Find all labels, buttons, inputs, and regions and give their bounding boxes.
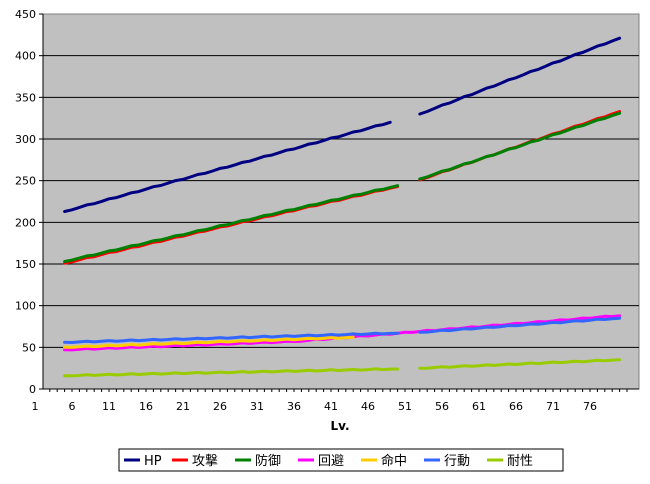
series-line-7 bbox=[63, 367, 400, 378]
y-tick-label: 100 bbox=[15, 300, 36, 313]
x-tick-label: 11 bbox=[102, 400, 116, 413]
x-tick-label: 21 bbox=[176, 400, 190, 413]
series-line-1 bbox=[418, 36, 622, 116]
legend-label: 防御 bbox=[255, 453, 281, 469]
x-tick-label: 61 bbox=[472, 400, 486, 413]
y-tick-label: 150 bbox=[15, 258, 36, 271]
series-line-7 bbox=[418, 358, 622, 370]
x-tick-label: 26 bbox=[213, 400, 227, 413]
series-line-3 bbox=[418, 111, 622, 181]
legend-label: 回避 bbox=[318, 454, 344, 469]
x-tick-label: 41 bbox=[324, 400, 338, 413]
x-tick-label: 56 bbox=[435, 400, 449, 413]
y-tick-label: 450 bbox=[15, 8, 36, 21]
y-axis: 0 50 100 150 200 250 300 350 400 450 bbox=[15, 8, 44, 396]
legend-label: 行動 bbox=[444, 454, 470, 469]
x-tick-label: 36 bbox=[287, 400, 301, 413]
y-tick-label: 0 bbox=[29, 383, 36, 396]
plot-area bbox=[42, 13, 640, 390]
x-axis: 1 6 11 16 21 26 31 36 41 46 51 56 61 66 71 76 bbox=[32, 388, 639, 413]
series-line-1 bbox=[63, 120, 392, 213]
x-tick-label: 46 bbox=[361, 400, 375, 413]
y-tick-label: 200 bbox=[15, 216, 36, 229]
y-tick-label: 400 bbox=[15, 50, 36, 63]
x-tick-label: 16 bbox=[139, 400, 153, 413]
series-lines bbox=[63, 36, 622, 378]
y-tick-label: 350 bbox=[15, 91, 36, 104]
series-line-4 bbox=[63, 339, 296, 352]
x-tick-label: 51 bbox=[398, 400, 412, 413]
series-line-5 bbox=[63, 335, 355, 349]
gridlines bbox=[43, 55, 639, 348]
legend: HP 攻撃 防御 回避 命中 行動 耐性 bbox=[118, 448, 564, 472]
legend-label: HP bbox=[144, 454, 162, 469]
y-tick-label: 250 bbox=[15, 175, 36, 188]
legend-label: 耐性 bbox=[507, 454, 533, 469]
series-line-3 bbox=[63, 184, 400, 263]
x-tick-label: 66 bbox=[509, 400, 523, 413]
x-axis-label: Lv. bbox=[330, 419, 349, 433]
y-tick-label: 50 bbox=[22, 341, 36, 354]
y-tick-label: 300 bbox=[15, 133, 36, 146]
legend-box bbox=[118, 448, 564, 472]
legend-label: 攻撃 bbox=[192, 453, 218, 469]
x-tick-label: 76 bbox=[583, 400, 597, 413]
series-line-6 bbox=[418, 316, 622, 334]
x-tick-label: 71 bbox=[546, 400, 560, 413]
x-tick-label: 6 bbox=[69, 400, 76, 413]
x-tick-label: 31 bbox=[250, 400, 264, 413]
legend-label: 命中 bbox=[381, 453, 407, 469]
series-line-6 bbox=[63, 331, 400, 344]
x-tick-label: 1 bbox=[32, 400, 39, 413]
